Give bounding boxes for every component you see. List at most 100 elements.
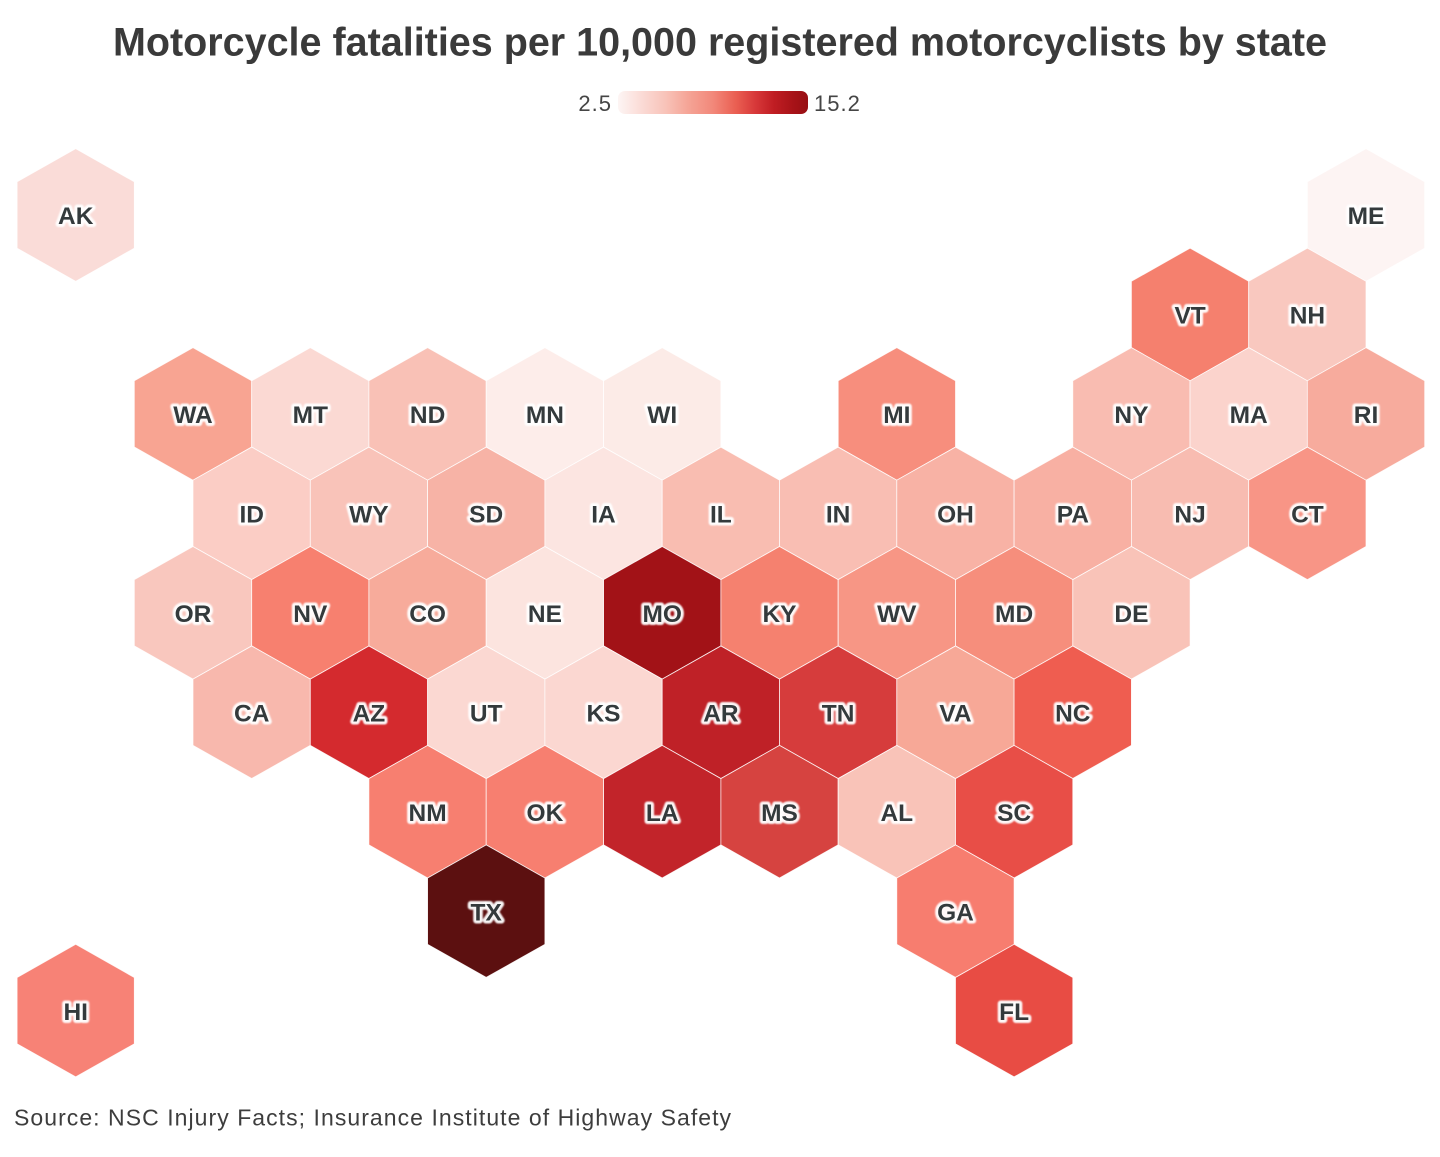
svg-text:ME: ME [1348, 203, 1385, 230]
svg-text:CO: CO [409, 601, 446, 628]
svg-text:MS: MS [761, 800, 798, 827]
svg-text:WI: WI [647, 402, 677, 429]
svg-text:WI: WI [647, 402, 677, 429]
svg-text:KS: KS [586, 701, 620, 728]
svg-text:OK: OK [527, 800, 564, 827]
svg-text:NV: NV [293, 601, 328, 628]
svg-text:RI: RI [1354, 402, 1379, 429]
svg-text:NC: NC [1055, 701, 1091, 728]
svg-text:OK: OK [527, 800, 564, 827]
svg-text:MO: MO [642, 601, 681, 628]
svg-text:NE: NE [528, 601, 562, 628]
svg-text:IN: IN [826, 502, 851, 529]
svg-text:Motorcycle fatalities per 10,0: Motorcycle fatalities per 10,000 registe… [113, 20, 1327, 64]
svg-text:CT: CT [1291, 502, 1324, 529]
svg-text:NH: NH [1290, 303, 1325, 330]
svg-text:SC: SC [997, 800, 1031, 827]
svg-text:VT: VT [1174, 303, 1205, 330]
svg-text:WY: WY [349, 502, 388, 529]
svg-text:NC: NC [1055, 701, 1091, 728]
svg-text:LA: LA [646, 800, 679, 827]
svg-text:FL: FL [999, 999, 1029, 1026]
svg-text:MI: MI [883, 402, 910, 429]
svg-text:GA: GA [937, 899, 974, 926]
svg-text:ID: ID [239, 502, 264, 529]
svg-text:WV: WV [877, 601, 917, 628]
svg-text:MO: MO [642, 601, 681, 628]
svg-text:AL: AL [880, 800, 913, 827]
svg-text:CO: CO [409, 601, 446, 628]
svg-text:TN: TN [822, 701, 855, 728]
svg-text:NM: NM [409, 800, 447, 827]
svg-text:TN: TN [822, 701, 855, 728]
svg-text:CA: CA [234, 701, 270, 728]
svg-text:IN: IN [826, 502, 851, 529]
svg-text:MN: MN [526, 402, 564, 429]
svg-text:OR: OR [175, 601, 212, 628]
svg-text:VT: VT [1174, 303, 1205, 330]
svg-text:SC: SC [997, 800, 1031, 827]
svg-text:NE: NE [528, 601, 562, 628]
svg-text:CT: CT [1291, 502, 1324, 529]
svg-text:ID: ID [239, 502, 264, 529]
svg-text:KY: KY [762, 601, 796, 628]
svg-text:WV: WV [877, 601, 917, 628]
svg-text:AZ: AZ [353, 701, 386, 728]
svg-text:OH: OH [937, 502, 974, 529]
svg-text:HI: HI [63, 999, 88, 1026]
svg-text:OR: OR [175, 601, 212, 628]
svg-text:HI: HI [63, 999, 88, 1026]
svg-text:GA: GA [937, 899, 974, 926]
svg-text:CA: CA [234, 701, 270, 728]
svg-text:NV: NV [293, 601, 328, 628]
svg-text:MI: MI [883, 402, 910, 429]
svg-text:AR: AR [703, 701, 739, 728]
svg-text:ND: ND [410, 402, 445, 429]
svg-text:MA: MA [1230, 402, 1268, 429]
svg-text:MS: MS [761, 800, 798, 827]
svg-text:FL: FL [999, 999, 1029, 1026]
svg-text:AK: AK [58, 203, 94, 230]
svg-text:VA: VA [939, 701, 972, 728]
svg-text:SD: SD [469, 502, 503, 529]
svg-text:MD: MD [995, 601, 1033, 628]
svg-text:IA: IA [591, 502, 616, 529]
svg-text:OH: OH [937, 502, 974, 529]
svg-text:NJ: NJ [1174, 502, 1205, 529]
svg-text:WY: WY [349, 502, 388, 529]
svg-text:15.2: 15.2 [814, 91, 861, 116]
svg-text:NM: NM [409, 800, 447, 827]
svg-text:PA: PA [1057, 502, 1090, 529]
svg-text:NJ: NJ [1174, 502, 1205, 529]
svg-text:MN: MN [526, 402, 564, 429]
svg-text:WA: WA [173, 402, 213, 429]
svg-text:AR: AR [703, 701, 739, 728]
svg-text:ND: ND [410, 402, 445, 429]
svg-text:AZ: AZ [353, 701, 386, 728]
svg-text:Source: NSC Injury Facts; Insu: Source: NSC Injury Facts; Insurance Inst… [14, 1105, 732, 1131]
svg-text:MT: MT [293, 402, 328, 429]
svg-text:DE: DE [1114, 601, 1148, 628]
svg-text:WA: WA [173, 402, 213, 429]
svg-text:MT: MT [293, 402, 328, 429]
svg-text:DE: DE [1114, 601, 1148, 628]
svg-text:KS: KS [586, 701, 620, 728]
svg-text:NY: NY [1114, 402, 1148, 429]
svg-text:ME: ME [1348, 203, 1385, 230]
svg-text:RI: RI [1354, 402, 1379, 429]
svg-text:UT: UT [470, 701, 503, 728]
svg-text:PA: PA [1057, 502, 1090, 529]
svg-text:AL: AL [880, 800, 913, 827]
svg-text:MA: MA [1230, 402, 1268, 429]
svg-text:AK: AK [58, 203, 94, 230]
svg-text:2.5: 2.5 [578, 91, 612, 116]
svg-text:KY: KY [762, 601, 796, 628]
svg-text:IL: IL [710, 502, 732, 529]
svg-text:TX: TX [471, 899, 503, 926]
svg-text:NH: NH [1290, 303, 1325, 330]
svg-text:UT: UT [470, 701, 503, 728]
svg-text:NY: NY [1114, 402, 1148, 429]
svg-text:TX: TX [471, 899, 503, 926]
svg-text:LA: LA [646, 800, 679, 827]
svg-text:IA: IA [591, 502, 616, 529]
